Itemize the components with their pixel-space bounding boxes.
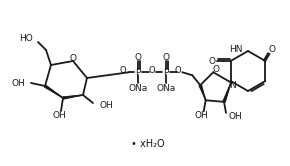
- Text: O: O: [149, 66, 155, 75]
- Text: OH: OH: [52, 112, 66, 121]
- Polygon shape: [63, 95, 83, 99]
- Text: O: O: [175, 66, 182, 75]
- Text: ONa: ONa: [129, 84, 148, 93]
- Text: O: O: [268, 45, 275, 54]
- Text: O: O: [70, 53, 77, 63]
- Text: ONa: ONa: [157, 84, 176, 93]
- Text: HO: HO: [19, 34, 33, 42]
- Text: OH: OH: [100, 100, 114, 110]
- Polygon shape: [199, 85, 206, 100]
- Text: O: O: [120, 66, 126, 75]
- Text: P: P: [164, 68, 169, 77]
- Text: N: N: [229, 81, 236, 89]
- Text: OH: OH: [229, 112, 243, 121]
- Text: OH: OH: [11, 79, 25, 87]
- Text: HN: HN: [229, 44, 243, 53]
- Polygon shape: [44, 85, 63, 98]
- Text: P: P: [135, 68, 141, 77]
- Text: O: O: [208, 56, 215, 66]
- Polygon shape: [223, 83, 231, 102]
- Text: • xH₂O: • xH₂O: [131, 139, 165, 149]
- Text: O: O: [135, 53, 142, 62]
- Text: O: O: [163, 53, 170, 62]
- Text: OH: OH: [195, 111, 209, 120]
- Text: O: O: [213, 65, 220, 74]
